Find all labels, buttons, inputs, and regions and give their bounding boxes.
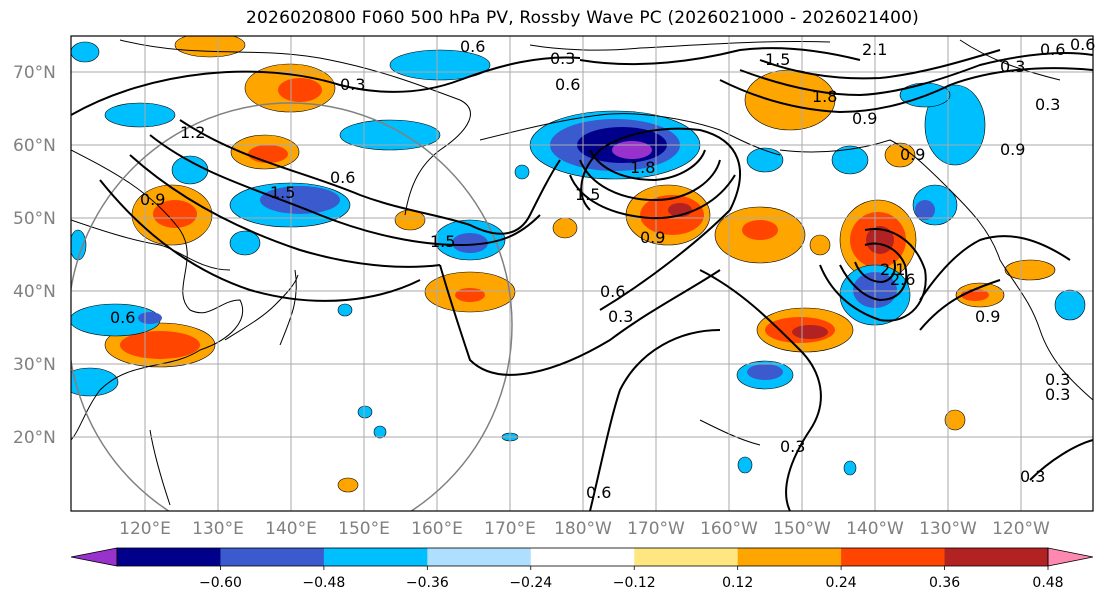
colorbar-bin	[117, 548, 221, 566]
contour-label: 1.5	[270, 183, 295, 202]
lon-tick-label: 120°E	[119, 519, 171, 539]
colorbar-bin	[220, 548, 325, 566]
contour-label: 0.6	[586, 483, 611, 502]
lat-tick-label: 60°N	[13, 136, 56, 156]
contour-labels: 0.3 0.6 1.2 1.5 1.8 0.9 0.3 0.6 1.5 1.8 …	[110, 35, 1095, 502]
colorbar-bin	[427, 548, 532, 566]
contour-label: 0.3	[550, 49, 575, 68]
lon-tick-label: 120°W	[992, 519, 1050, 539]
lon-tick-label: 140°W	[846, 519, 904, 539]
lon-tick-label: 150°E	[338, 519, 390, 539]
contour-label: 0.3	[1035, 95, 1060, 114]
contour-label: 0.6	[555, 75, 580, 94]
contour-label: 0.3	[1020, 467, 1045, 486]
lat-tick-label: 20°N	[13, 428, 56, 448]
colorbar-tick-label: −0.48	[302, 575, 345, 591]
contour-label: 0.6	[110, 308, 135, 327]
contour-label: 1.8	[630, 158, 655, 177]
colorbar-tick-label: −0.60	[199, 575, 242, 591]
lon-tick-label: 170°W	[627, 519, 685, 539]
lon-tick-label: 170°E	[484, 519, 536, 539]
contour-label: 1.2	[180, 123, 205, 142]
contour-label: 0.3	[608, 307, 633, 326]
colorbar-bin	[530, 548, 635, 566]
contour-label: 1.8	[812, 87, 837, 106]
contour-label: 0.9	[900, 145, 925, 164]
contour-label: 0.6	[1040, 40, 1065, 59]
contour-label: 2.1	[880, 260, 905, 279]
colorbar-frame	[116, 547, 1049, 567]
contour-label: 2.6	[890, 270, 915, 289]
lat-tick-labels: 70°N 60°N 50°N 40°N 30°N 20°N	[13, 63, 56, 448]
lon-tick-label: 130°W	[919, 519, 977, 539]
colorbar-tick-label: 0.36	[929, 575, 960, 591]
colorbar-under-arrow	[70, 547, 118, 567]
contour-label: 1.5	[765, 50, 790, 69]
contour-label: 0.6	[1070, 35, 1095, 54]
colorbar: −0.60 −0.48 −0.36 −0.24 −0.12 0.12 0.24 0.36 0.4…	[70, 547, 1094, 591]
contour-label: 0.6	[460, 37, 485, 56]
lon-tick-label: 130°E	[192, 519, 244, 539]
lon-tick-label: 150°W	[773, 519, 831, 539]
pv-contours	[71, 47, 1093, 511]
map-frame	[70, 35, 1094, 512]
lat-tick-label: 30°N	[13, 355, 56, 375]
lat-tick-label: 70°N	[13, 63, 56, 83]
colorbar-tick-label: −0.12	[613, 575, 656, 591]
colorbar-tick-label: −0.24	[509, 575, 552, 591]
colorbar-tick-label: 0.12	[722, 575, 753, 591]
lon-tick-label: 140°E	[265, 519, 317, 539]
colorbar-bin	[944, 548, 1049, 566]
contour-label: 1.5	[575, 185, 600, 204]
colorbar-tick-label: −0.36	[406, 575, 449, 591]
colorbar-bin	[634, 548, 739, 566]
lon-tick-label: 180°W	[554, 519, 612, 539]
colorbar-over-arrow	[1047, 547, 1094, 567]
contour-label: 0.3	[1045, 385, 1070, 404]
contour-label: 0.9	[140, 190, 165, 209]
contour-label: 0.3	[1000, 57, 1025, 76]
colorbar-bin	[737, 548, 842, 566]
contour-label: 0.6	[330, 168, 355, 187]
colorbar-bin	[841, 548, 946, 566]
contour-label: 0.3	[340, 75, 365, 94]
coastlines	[71, 39, 1093, 506]
colorbar-bin	[323, 548, 428, 566]
colorbar-tick-label: 0.24	[826, 575, 857, 591]
contour-label: 0.9	[1000, 140, 1025, 159]
contour-label: 1.5	[430, 232, 455, 251]
contour-label: 0.3	[1045, 370, 1070, 389]
contour-label: 2.1	[862, 40, 887, 59]
colorbar-tick-label: 0.48	[1032, 575, 1063, 591]
lon-tick-label: 160°E	[411, 519, 463, 539]
contour-label: 0.9	[852, 109, 877, 128]
lat-tick-label: 50°N	[13, 209, 56, 229]
map-title: 2026020800 F060 500 hPa PV, Rossby Wave …	[246, 8, 919, 28]
reference-circle	[71, 102, 513, 511]
contour-label: 0.9	[975, 307, 1000, 326]
lon-tick-label: 160°W	[700, 519, 758, 539]
map-content[interactable]	[62, 33, 1093, 547]
contour-label: 0.6	[600, 282, 625, 301]
lat-tick-label: 40°N	[13, 282, 56, 302]
contour-label: 0.3	[780, 437, 805, 456]
lon-tick-labels: 120°E 130°E 140°E 150°E 160°E 170°E 180°…	[119, 519, 1050, 539]
contour-label: 0.9	[640, 228, 665, 247]
